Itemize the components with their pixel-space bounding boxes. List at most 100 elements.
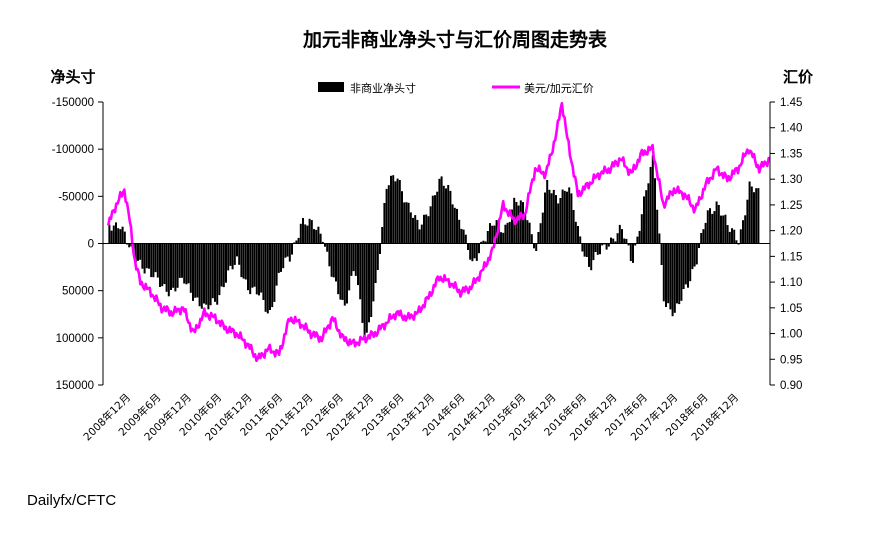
position-bar: [225, 243, 227, 283]
position-bar: [209, 243, 212, 306]
chart-title: 加元非商业净头寸与汇价周图走势表: [302, 28, 608, 51]
position-bar: [475, 243, 478, 261]
position-bar: [251, 243, 254, 288]
position-bar: [425, 214, 428, 244]
position-bar: [722, 215, 725, 244]
position-bar: [240, 243, 243, 278]
position-bar: [689, 243, 692, 282]
position-bar: [222, 243, 225, 288]
position-bar: [742, 220, 744, 244]
position-bar: [178, 243, 181, 278]
position-bar: [533, 243, 535, 249]
position-bar: [231, 243, 234, 270]
position-bar: [412, 217, 414, 244]
position-bar: [108, 224, 111, 244]
position-bar: [269, 243, 271, 310]
position-bar: [145, 243, 148, 269]
position-bar: [702, 229, 705, 244]
position-bar: [489, 223, 491, 244]
position-bar: [139, 243, 142, 260]
position-bar: [665, 243, 667, 307]
position-bar: [427, 216, 430, 244]
position-bar: [693, 243, 696, 267]
position-bar: [310, 220, 313, 244]
position-bar: [266, 243, 269, 314]
position-bar: [244, 243, 247, 280]
position-bar: [484, 241, 487, 244]
left-tick-label: 100000: [56, 333, 94, 345]
right-tick-label: 1.00: [780, 329, 802, 341]
position-bar: [541, 212, 544, 244]
position-bar: [453, 207, 456, 244]
position-bar: [614, 241, 617, 244]
position-bar: [431, 195, 434, 244]
position-bar: [304, 224, 307, 244]
position-bar: [524, 212, 527, 244]
right-tick-label: 1.20: [780, 226, 802, 238]
position-bar: [482, 240, 485, 244]
position-bar: [387, 185, 390, 244]
position-bar: [698, 243, 700, 248]
position-bar: [623, 238, 626, 244]
source-label: Dailyfx/CFTC: [27, 492, 116, 509]
position-bar: [308, 218, 311, 244]
position-bar: [211, 243, 214, 299]
position-bar: [605, 243, 608, 250]
position-bar: [346, 243, 348, 304]
position-bar: [669, 243, 672, 310]
position-bar: [574, 221, 577, 244]
position-bar: [255, 243, 258, 295]
position-bar: [491, 225, 494, 244]
position-bar: [207, 243, 210, 310]
position-bar: [709, 208, 711, 244]
position-bar: [746, 199, 749, 244]
position-bar: [370, 243, 373, 317]
position-bar: [757, 188, 760, 244]
position-bar: [519, 200, 522, 244]
position-bar: [315, 229, 318, 244]
position-bar: [150, 243, 153, 278]
position-bar: [550, 193, 553, 244]
position-bar: [643, 196, 645, 244]
position-bar: [592, 243, 595, 261]
x-axis-ticks: 2008年12月2009年6月2009年12月2010年6月2010年12月20…: [81, 391, 741, 443]
position-bar: [621, 229, 623, 244]
legend-label-line: 美元/加元汇价: [524, 82, 594, 95]
position-bar: [156, 243, 159, 278]
position-bar: [423, 214, 425, 244]
position-bar: [379, 243, 381, 254]
right-tick-label: 1.10: [780, 277, 802, 289]
position-bar: [339, 243, 342, 300]
position-bar: [361, 243, 364, 323]
position-bar: [436, 191, 439, 244]
position-bar: [324, 243, 326, 247]
position-bar: [502, 232, 505, 244]
position-bar: [460, 228, 463, 244]
position-bar: [141, 243, 144, 269]
position-bar: [678, 243, 681, 305]
position-bar: [229, 243, 232, 266]
position-bar: [748, 181, 751, 244]
position-bar: [552, 189, 555, 244]
position-bar: [660, 243, 663, 265]
position-bar: [658, 233, 661, 244]
left-tick-label: -50000: [58, 191, 94, 203]
position-bar: [539, 223, 542, 244]
position-bar: [471, 243, 474, 262]
position-bar: [291, 243, 293, 255]
position-bar: [632, 243, 634, 263]
position-bar: [112, 225, 115, 244]
position-bar: [390, 175, 392, 244]
position-bar: [220, 243, 223, 287]
position-bar: [409, 212, 412, 244]
position-bar: [165, 243, 168, 292]
position-bar: [407, 202, 410, 244]
right-tick-label: 0.95: [780, 354, 802, 366]
position-bar: [733, 229, 736, 244]
position-bar: [671, 243, 674, 317]
position-bar: [634, 243, 637, 246]
position-bar: [480, 241, 483, 244]
position-bar: [196, 243, 199, 298]
position-bar: [143, 243, 146, 274]
legend-label-bar: 非商业净头寸: [350, 81, 416, 95]
